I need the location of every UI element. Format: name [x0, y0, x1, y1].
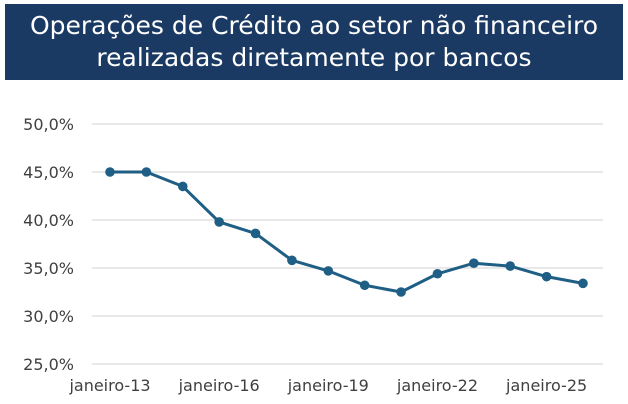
chart-title-line-2: realizadas diretamente por bancos [96, 43, 532, 72]
gridlines [92, 123, 603, 365]
data-point [432, 268, 443, 279]
x-tick-label: janeiro-13 [68, 376, 150, 395]
data-point [287, 255, 297, 266]
data-point [105, 167, 115, 177]
x-tick-label: janeiro-16 [178, 376, 260, 395]
chart-title-line-1: Operações de Crédito ao setor não financ… [29, 11, 599, 40]
data-point [323, 266, 334, 276]
y-tick-label: 50,0% [23, 115, 74, 134]
y-tick-label: 40,0% [23, 211, 74, 230]
x-tick-label: janeiro-25 [505, 376, 587, 395]
y-tick-label: 25,0% [23, 355, 74, 374]
data-point [505, 261, 516, 271]
data-point [396, 287, 406, 297]
y-axis-labels: 25,0% 30,0% 35,0% 40,0% 45,0% 50,0% [23, 115, 74, 374]
data-point [469, 258, 479, 269]
series-line [110, 170, 584, 294]
data-point [578, 278, 588, 289]
chart-title: Operações de Crédito ao setor não financ… [5, 4, 623, 80]
y-tick-label: 35,0% [23, 259, 74, 278]
data-point [250, 228, 261, 239]
data-point [141, 167, 152, 177]
x-axis-labels: janeiro-13 janeiro-16 janeiro-19 janeiro-22… [68, 376, 587, 395]
x-tick-label: janeiro-22 [396, 376, 478, 395]
x-tick-label: janeiro-19 [287, 376, 369, 395]
data-point [177, 181, 188, 192]
y-tick-label: 45,0% [23, 163, 74, 182]
series [105, 167, 588, 297]
data-point [541, 271, 552, 282]
data-point [214, 217, 224, 227]
data-point [359, 280, 370, 291]
y-tick-label: 30,0% [23, 307, 74, 326]
